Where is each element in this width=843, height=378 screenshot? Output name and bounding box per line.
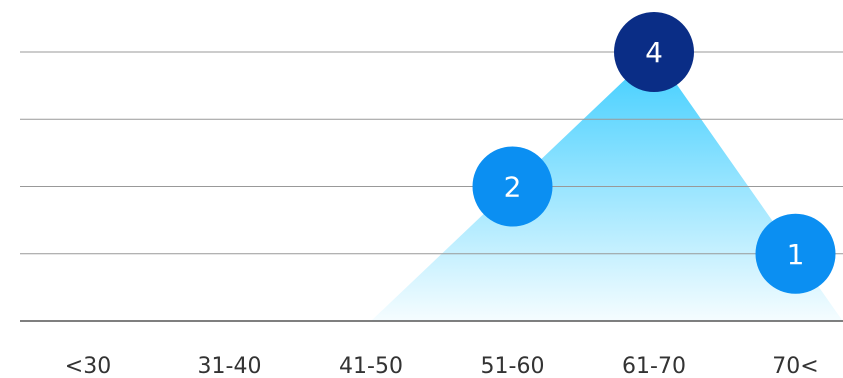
x-tick-label: 41-50 — [339, 354, 403, 378]
data-label: 1 — [787, 238, 805, 271]
data-bubble: 1 — [755, 213, 836, 294]
data-bubble: 4 — [614, 12, 694, 92]
x-tick-label: 70< — [772, 354, 818, 378]
data-label: 2 — [504, 171, 522, 204]
bubble — [755, 213, 836, 294]
x-tick-label: 61-70 — [622, 354, 686, 378]
data-bubble: 2 — [472, 146, 553, 227]
x-tick-label: <30 — [65, 354, 111, 378]
bubble — [472, 146, 553, 227]
bubble — [614, 12, 694, 92]
x-tick-label: 51-60 — [481, 354, 545, 378]
data-label: 4 — [645, 36, 663, 69]
x-tick-label: 31-40 — [198, 354, 262, 378]
